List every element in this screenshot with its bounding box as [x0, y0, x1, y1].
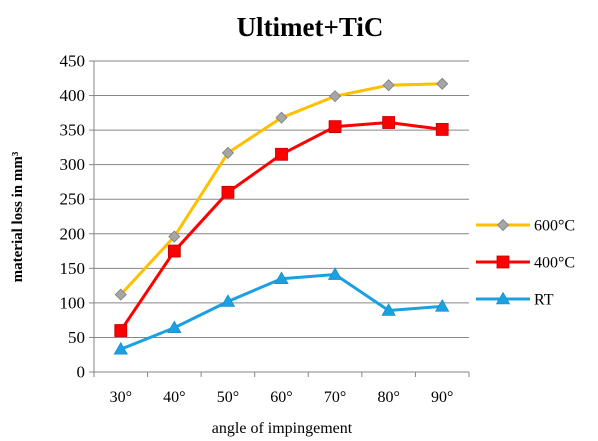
y-tick-label: 350: [60, 121, 86, 140]
data-point-600c: [114, 288, 127, 301]
series-line-rt: [120, 273, 443, 351]
y-tick-label: 100: [60, 293, 86, 312]
data-point-600c: [382, 79, 395, 92]
data-point-400c: [221, 185, 235, 199]
data-point-400c: [114, 324, 128, 337]
axes: [89, 60, 470, 377]
x-axis-label: angle of impingement: [212, 420, 353, 437]
chart-title: Ultimet+TiC: [237, 12, 384, 42]
y-tick-label: 50: [68, 328, 85, 347]
legend-marker: [495, 291, 511, 305]
y-tick-label: 400: [60, 86, 86, 105]
y-tick-label: 450: [60, 52, 86, 71]
x-tick-label: 60°: [270, 389, 292, 406]
legend-label: 600°C: [534, 218, 575, 235]
y-tick-label: 250: [60, 190, 86, 209]
y-tick-label: 150: [60, 259, 86, 278]
data-point-400c: [382, 116, 396, 129]
series-group: [113, 77, 450, 355]
gridlines: [94, 60, 469, 338]
series-rt: [113, 267, 450, 355]
data-point-rt: [167, 320, 182, 334]
x-tick-label: 40°: [163, 389, 185, 406]
data-point-400c: [328, 120, 342, 134]
legend-item-400c: 400°C: [476, 255, 575, 272]
data-point-rt: [381, 303, 396, 316]
data-point-400c: [275, 147, 288, 161]
x-tick-label: 90°: [431, 389, 453, 406]
y-tick-label: 200: [60, 224, 86, 243]
series-600c: [114, 77, 449, 301]
data-point-rt: [220, 294, 236, 307]
legend-marker: [496, 255, 510, 269]
data-point-rt: [327, 267, 343, 280]
legend-label: RT: [534, 292, 554, 309]
x-tick-label: 50°: [217, 389, 239, 406]
y-tick-label: 300: [60, 155, 86, 174]
y-axis-label: material loss in mm³: [10, 151, 26, 282]
legend-label: 400°C: [534, 255, 575, 272]
x-tick-label: 70°: [324, 389, 346, 406]
legend-item-600c: 600°C: [476, 218, 575, 235]
data-point-600c: [275, 111, 288, 124]
x-tick-label: 30°: [110, 389, 132, 406]
y-tick-labels: 0 50 100 150 200 250 300 350 400 450: [60, 52, 86, 382]
data-point-600c: [329, 90, 342, 103]
legend: 600°C 400°C RT: [476, 218, 575, 309]
data-point-rt: [274, 271, 289, 284]
legend-item-rt: RT: [476, 292, 554, 309]
x-tick-labels: 30° 40° 50° 60° 70° 80° 90°: [110, 389, 454, 406]
data-point-600c: [168, 230, 181, 243]
y-tick-label: 0: [77, 363, 86, 382]
data-point-400c: [167, 244, 181, 258]
data-point-400c: [435, 123, 449, 136]
legend-marker: [496, 218, 510, 232]
data-point-600c: [221, 146, 234, 159]
x-tick-label: 80°: [377, 389, 399, 406]
data-point-rt: [435, 299, 450, 312]
series-400c: [114, 116, 449, 337]
data-point-600c: [436, 77, 449, 90]
data-point-rt: [113, 341, 128, 355]
